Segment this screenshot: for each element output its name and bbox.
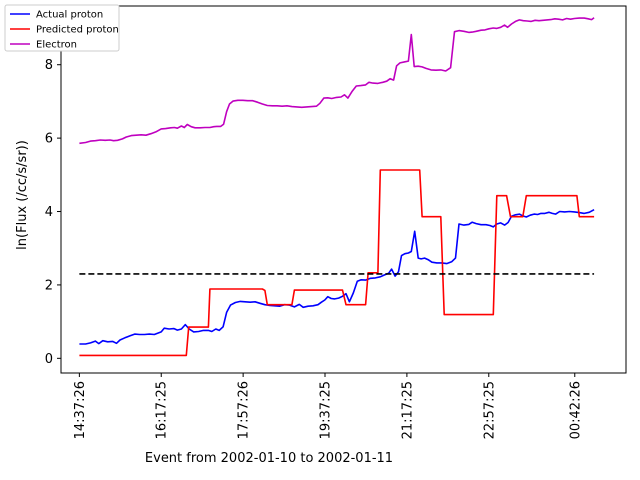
x-tick-label: 19:37:25 xyxy=(319,381,334,439)
legend-label: Predicted proton xyxy=(36,25,119,36)
y-tick-label: 0 xyxy=(45,352,53,367)
x-axis: 14:37:26 16:17:25 17:57:26 19:37:25 21:17:25… xyxy=(73,373,583,439)
x-tick-label: 17:57:26 xyxy=(237,381,252,439)
series-line-electron xyxy=(79,17,595,145)
y-tick-label: 2 xyxy=(45,278,53,293)
y-axis-label: ln(Flux (/cc/s/sr)) xyxy=(15,140,30,250)
legend-items: Actual proton Predicted proton Electron xyxy=(10,10,119,51)
x-tick-label: 21:17:25 xyxy=(400,381,415,439)
series-layer xyxy=(79,17,595,357)
series-line-predicted-proton xyxy=(79,169,595,357)
y-tick-label: 8 xyxy=(45,58,53,73)
legend-label: Actual proton xyxy=(36,10,103,21)
y-tick-label: 6 xyxy=(45,132,53,147)
x-tick-label: 14:37:26 xyxy=(73,381,88,439)
x-tick-label: 16:17:25 xyxy=(155,381,170,439)
series-line-actual-proton xyxy=(79,208,595,345)
y-axis: 0 2 4 6 8 xyxy=(45,58,61,367)
x-axis-label: Event from 2002-01-10 to 2002-01-11 xyxy=(145,451,393,466)
plot-area xyxy=(60,5,627,374)
legend: Actual proton Predicted proton Electron xyxy=(4,4,120,52)
legend-label: Electron xyxy=(36,40,77,51)
x-tick-label: 22:57:25 xyxy=(482,381,497,439)
y-tick-label: 4 xyxy=(45,205,53,220)
x-tick-label: 00:42:26 xyxy=(568,381,583,439)
legend-box xyxy=(4,4,120,52)
